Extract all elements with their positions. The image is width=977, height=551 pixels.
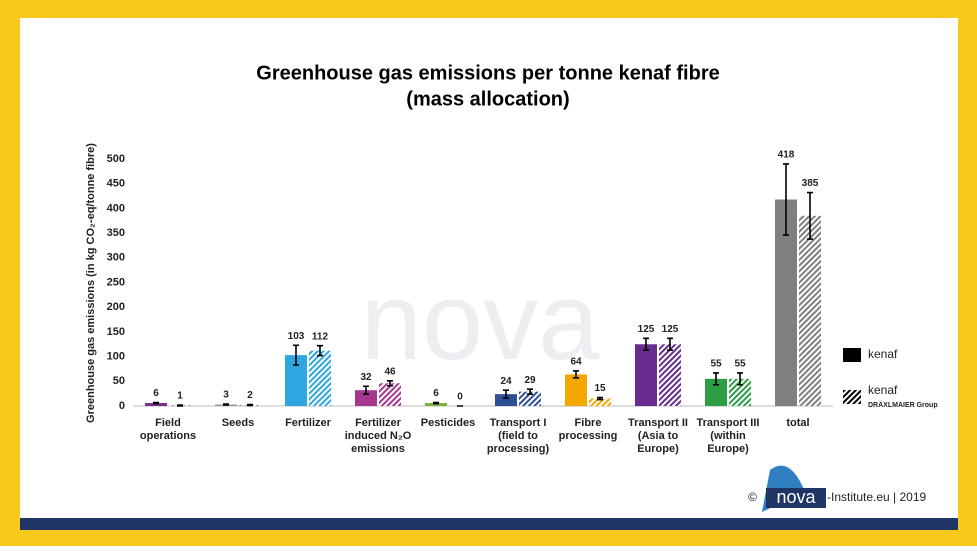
legend-label: kenaf bbox=[868, 383, 898, 397]
chart-title: Greenhouse gas emissions per tonne kenaf… bbox=[256, 62, 719, 84]
data-label: 385 bbox=[802, 178, 819, 189]
x-tick-label: total bbox=[786, 417, 809, 429]
bar bbox=[379, 383, 401, 406]
legend-swatch bbox=[843, 390, 861, 404]
legend-swatch bbox=[843, 348, 861, 362]
x-tick-label: induced N₂O bbox=[345, 430, 412, 442]
data-label: 418 bbox=[778, 150, 795, 161]
y-tick-label: 200 bbox=[107, 301, 125, 313]
bar bbox=[659, 344, 681, 406]
data-label: 1 bbox=[177, 391, 183, 402]
x-tick-label: (Asia to bbox=[638, 430, 679, 442]
x-tick-label: operations bbox=[140, 430, 196, 442]
data-label: 112 bbox=[312, 331, 329, 342]
data-label: 125 bbox=[662, 324, 679, 335]
x-tick-label: Europe) bbox=[637, 443, 679, 455]
data-label: 46 bbox=[384, 366, 396, 377]
bar bbox=[635, 344, 657, 406]
data-label: 3 bbox=[223, 390, 229, 401]
data-label: 15 bbox=[594, 383, 606, 394]
y-tick-label: 350 bbox=[107, 227, 125, 239]
data-label: 125 bbox=[638, 324, 655, 335]
x-tick-label: Fertilizer bbox=[355, 417, 402, 429]
data-label: 6 bbox=[153, 388, 159, 399]
y-tick-label: 300 bbox=[107, 252, 125, 264]
x-tick-label: Field bbox=[155, 417, 181, 429]
bar bbox=[565, 374, 587, 406]
x-tick-label: Transport III bbox=[697, 417, 760, 429]
data-label: 64 bbox=[570, 357, 582, 368]
data-label: 2 bbox=[247, 390, 253, 401]
legend-note: DRÄXLMAIER Group bbox=[868, 401, 938, 409]
x-tick-label: (within bbox=[710, 430, 746, 442]
error-bar bbox=[223, 404, 229, 405]
x-tick-label: Pesticides bbox=[421, 417, 475, 429]
data-label: 6 bbox=[433, 388, 439, 399]
copyright: © bbox=[748, 490, 757, 504]
logo: nova bbox=[776, 487, 816, 507]
data-label: 103 bbox=[288, 331, 305, 342]
x-tick-label: processing) bbox=[487, 443, 550, 455]
y-tick-label: 100 bbox=[107, 351, 125, 363]
bar bbox=[799, 216, 821, 406]
y-tick-label: 150 bbox=[107, 326, 125, 338]
y-tick-label: 0 bbox=[119, 400, 125, 412]
footer-band bbox=[20, 518, 958, 530]
y-tick-label: 250 bbox=[107, 276, 125, 288]
x-tick-label: Seeds bbox=[222, 417, 254, 429]
data-label: 32 bbox=[360, 372, 372, 383]
error-bar bbox=[433, 403, 439, 404]
watermark: nova bbox=[361, 260, 600, 383]
x-tick-label: Fertilizer bbox=[285, 417, 332, 429]
error-bar bbox=[153, 403, 159, 404]
data-label: 29 bbox=[524, 375, 536, 386]
data-label: 55 bbox=[734, 359, 746, 370]
y-tick-label: 450 bbox=[107, 178, 125, 190]
credit: -Institute.eu | 2019 bbox=[827, 490, 927, 504]
x-tick-label: Europe) bbox=[707, 443, 749, 455]
chart-title: (mass allocation) bbox=[406, 88, 569, 110]
data-label: 55 bbox=[710, 359, 722, 370]
bar bbox=[309, 351, 331, 406]
data-label: 24 bbox=[500, 376, 512, 387]
legend-label: kenaf bbox=[868, 347, 898, 361]
y-axis-label: Greenhouse gas emissions (in kg CO₂-eq/t… bbox=[85, 143, 97, 423]
error-bar bbox=[247, 405, 253, 406]
error-bar bbox=[177, 405, 183, 406]
x-tick-label: Transport II bbox=[628, 417, 688, 429]
y-tick-label: 500 bbox=[107, 153, 125, 165]
x-tick-label: Fibre bbox=[575, 417, 602, 429]
data-label: 0 bbox=[457, 392, 463, 403]
x-tick-label: processing bbox=[559, 430, 618, 442]
y-tick-label: 50 bbox=[113, 375, 125, 387]
y-tick-label: 400 bbox=[107, 202, 125, 214]
x-tick-label: emissions bbox=[351, 443, 405, 455]
x-tick-label: (field to bbox=[498, 430, 538, 442]
x-tick-label: Transport I bbox=[490, 417, 547, 429]
